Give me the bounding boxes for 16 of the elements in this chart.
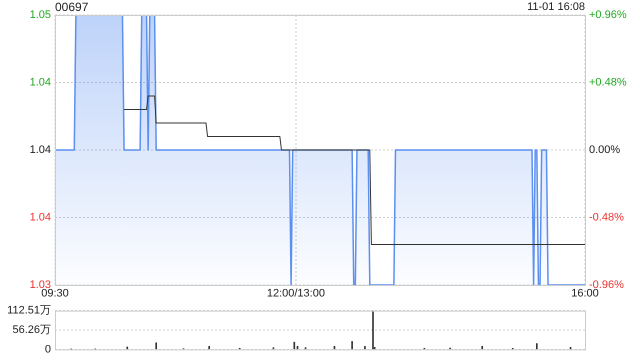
x-tick-label: 16:00	[571, 288, 599, 300]
y2-tick-label: -0.48%	[589, 212, 624, 224]
y-tick-label: 1.05	[30, 9, 51, 22]
text: 11-01 16:08	[527, 0, 585, 14]
y-tick-label: 112.51万	[7, 304, 51, 317]
y2-tick-label: +0.48%	[589, 76, 627, 89]
y2-tick-label: +0.96%	[589, 9, 627, 22]
y-tick-label: 1.04	[30, 144, 51, 156]
y-tick-label: 1.04	[30, 212, 51, 224]
y-tick-label: 56.26万	[12, 324, 51, 336]
y2-tick-label: 0.00%	[589, 144, 620, 156]
x-tick-label: 09:30	[41, 288, 69, 300]
y-tick-label: 1.04	[30, 76, 51, 89]
y-tick-label: 0	[44, 343, 51, 356]
chart-title: 00697	[55, 0, 88, 14]
x-tick-label: 12:00/13:00	[266, 288, 325, 300]
